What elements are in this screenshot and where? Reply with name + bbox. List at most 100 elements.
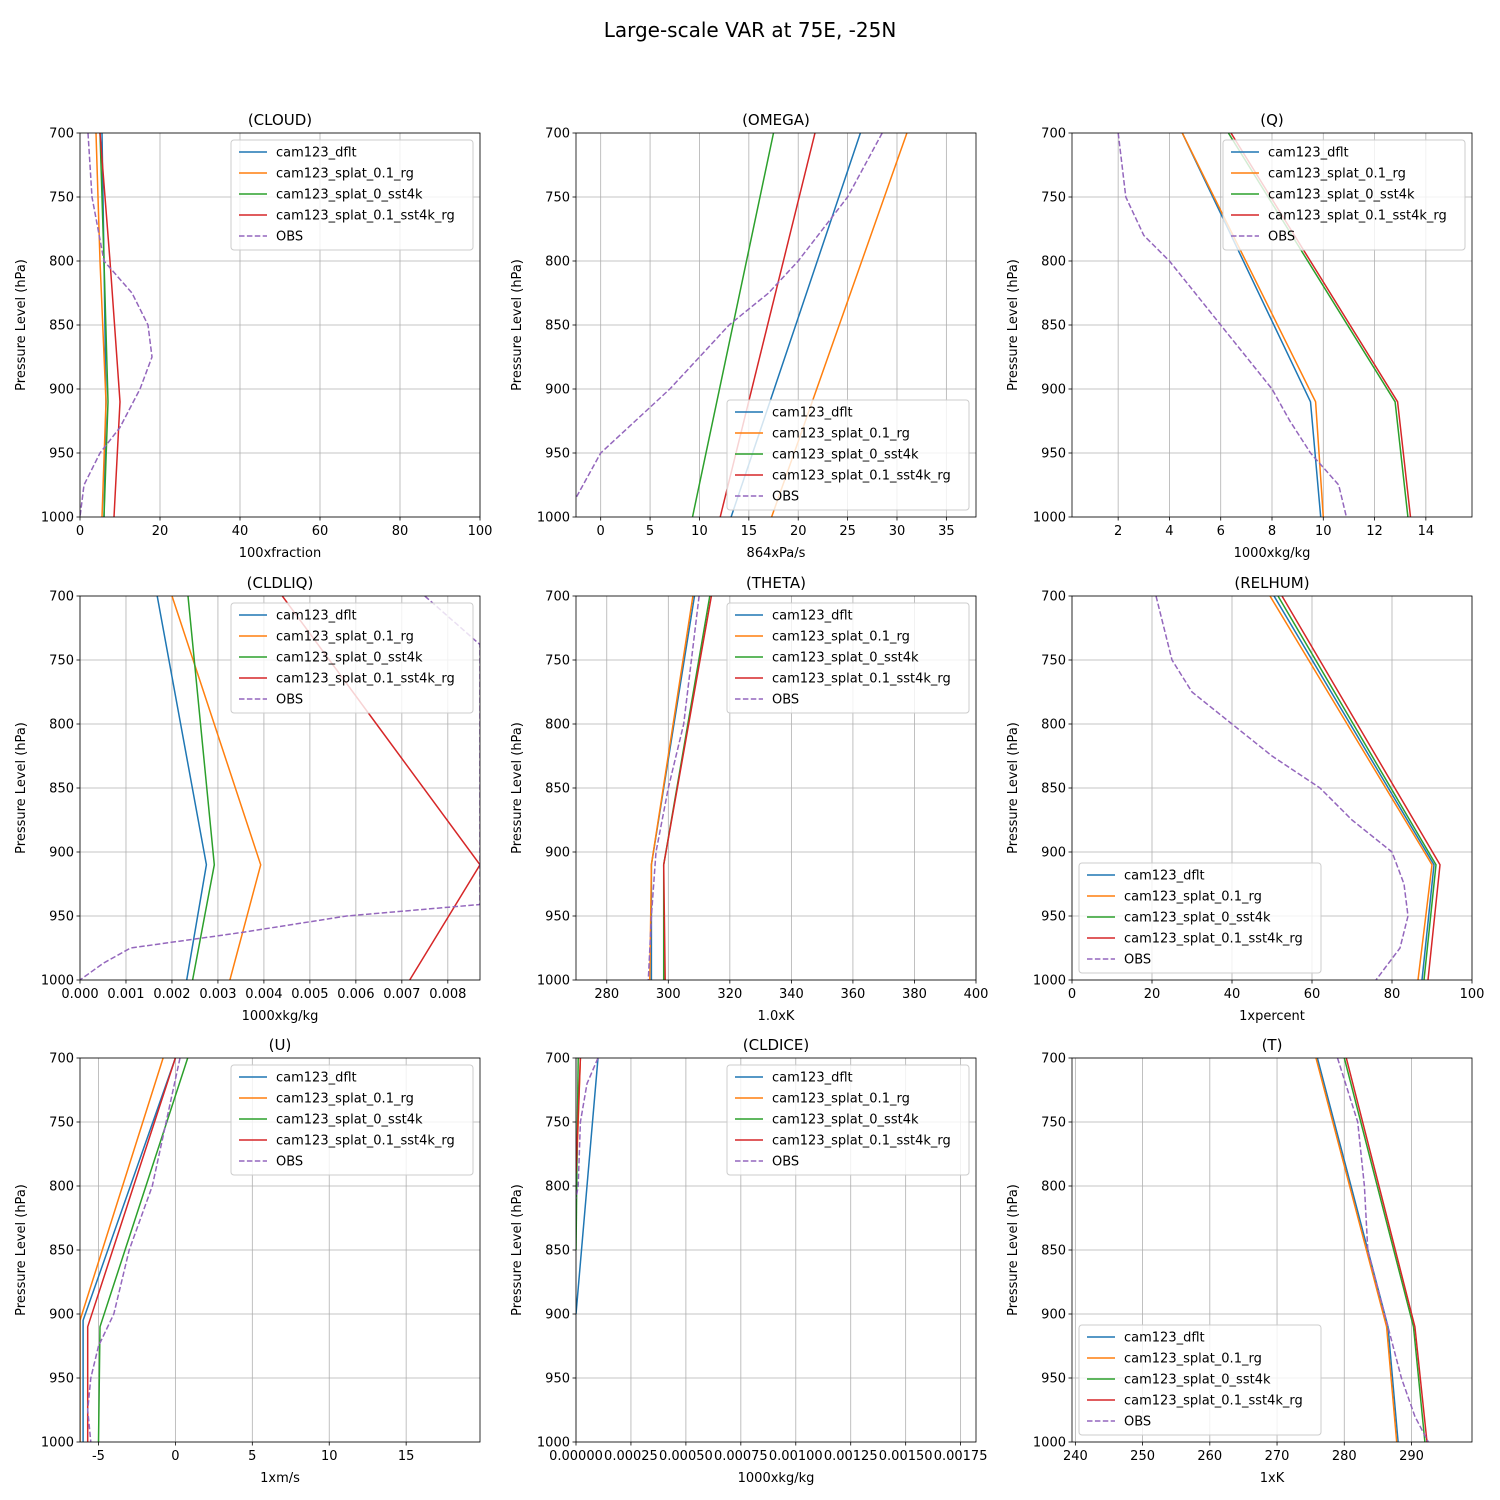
y-axis-label: Pressure Level (hPa): [14, 722, 29, 854]
series-line-OBS: [576, 133, 883, 499]
x-tick-label: 35: [938, 524, 955, 539]
y-tick-label: 950: [49, 447, 74, 462]
series-group: [1155, 596, 1441, 980]
legend: cam123_dflt cam123_splat_0.1_rg cam123_spl…: [230, 1064, 474, 1176]
legend: cam123_dflt cam123_splat_0.1_rg cam123_spl…: [1222, 139, 1466, 251]
y-tick-label: 750: [545, 191, 570, 206]
y-tick-label: 700: [49, 1052, 74, 1067]
y-tick-label: 1000: [41, 1436, 74, 1451]
x-tick-label: 0.00075: [714, 1449, 768, 1464]
y-tick-label: 950: [49, 1372, 74, 1387]
legend: cam123_dflt cam123_splat_0.1_rg cam123_spl…: [1078, 1324, 1322, 1436]
legend-label: cam123_splat_0.1_sst4k_rg: [772, 469, 951, 484]
series-group: [80, 1058, 189, 1442]
x-tick-label: 40: [1224, 987, 1241, 1002]
series-line-cam123_splat_0.1_sst4k_rg: [662, 596, 713, 980]
panel-theta: 280 300 320 340 360 380 400 700 750 800 850 900 950 1…: [510, 574, 988, 1024]
y-tick-label: 1000: [537, 1436, 570, 1451]
x-tick-label: 0.003: [199, 987, 236, 1002]
x-tick-label: 280: [594, 987, 619, 1002]
x-axis-label: 100xfraction: [239, 546, 321, 561]
legend-box: [1078, 862, 1322, 974]
legend-box: [726, 399, 970, 511]
y-tick-label: 900: [49, 846, 74, 861]
x-tick-label: 30: [889, 524, 906, 539]
x-tick-label: 0.00050: [659, 1449, 713, 1464]
y-axis-label: Pressure Level (hPa): [1006, 1184, 1021, 1316]
panel-t: 240 250 260 270 280 290 700 750 800 850 900 950 1000…: [1006, 1036, 1473, 1486]
x-tick-label: 0: [1068, 987, 1076, 1002]
series-line-cam123_splat_0_sst4k: [187, 596, 216, 980]
y-tick-label: 1000: [41, 974, 74, 989]
legend-label: cam123_dflt: [1268, 146, 1349, 161]
legend-label: OBS: [1268, 230, 1295, 245]
y-tick-label: 750: [1041, 1116, 1066, 1131]
x-tick-label: 40: [232, 524, 249, 539]
series-line-cam123_splat_0_sst4k: [691, 133, 775, 517]
x-tick-label: 380: [902, 987, 927, 1002]
y-tick-label: 750: [545, 1116, 570, 1131]
x-tick-label: 5: [646, 524, 654, 539]
y-tick-label: 700: [1041, 590, 1066, 605]
x-tick-label: 0: [76, 524, 84, 539]
x-tick-label: 80: [1384, 987, 1401, 1002]
legend-box: [230, 139, 474, 251]
y-axis-label: Pressure Level (hPa): [510, 722, 525, 854]
x-tick-label: 320: [717, 987, 742, 1002]
x-tick-label: 400: [964, 987, 989, 1002]
series-line-cam123_splat_0.1_sst4k_rg: [576, 1058, 582, 1174]
series-group: [80, 133, 153, 517]
legend-label: cam123_splat_0_sst4k: [276, 188, 423, 203]
legend-label: cam123_dflt: [276, 609, 357, 624]
legend-label: OBS: [772, 490, 799, 505]
legend-label: cam123_splat_0_sst4k: [276, 1113, 423, 1128]
y-tick-label: 950: [1041, 1372, 1066, 1387]
y-axis-label: Pressure Level (hPa): [1006, 259, 1021, 391]
legend-label: cam123_splat_0.1_rg: [276, 630, 414, 645]
legend-box: [230, 1064, 474, 1176]
legend-label: cam123_splat_0.1_rg: [1268, 167, 1406, 182]
y-tick-label: 750: [1041, 654, 1066, 669]
x-tick-label: 0.007: [383, 987, 420, 1002]
series-line-cam123_splat_0.1_rg: [1269, 596, 1433, 980]
x-tick-label: 340: [779, 987, 804, 1002]
y-tick-label: 800: [49, 1180, 74, 1195]
panel-cloud: 0 20 40 60 80 100 700 750 800 850 900 950 1000 (CLOUD…: [14, 111, 492, 561]
y-tick-label: 850: [49, 782, 74, 797]
y-tick-label: 850: [1041, 319, 1066, 334]
y-tick-label: 850: [49, 1244, 74, 1259]
panel-title: (OMEGA): [742, 111, 810, 129]
x-axis-label: 1xm/s: [260, 1471, 300, 1486]
series-group: [647, 596, 713, 980]
series-line-cam123_dflt: [576, 1058, 599, 1315]
legend-label: OBS: [1124, 1415, 1151, 1430]
x-tick-label: 2: [1114, 524, 1122, 539]
y-tick-label: 950: [545, 910, 570, 925]
x-tick-label: 12: [1366, 524, 1383, 539]
y-tick-label: 750: [545, 654, 570, 669]
legend-label: cam123_dflt: [1124, 869, 1205, 884]
panel-q: 2 4 6 8 10 12 14 700 750 800 850 900 950 1000 (Q) 1000x…: [1006, 111, 1473, 561]
y-tick-label: 700: [545, 590, 570, 605]
series-line-cam123_splat_0.1_rg: [80, 1058, 164, 1442]
series-line-OBS: [647, 596, 700, 980]
y-tick-label: 750: [1041, 191, 1066, 206]
x-tick-label: 10: [321, 1449, 338, 1464]
x-tick-label: 6: [1217, 524, 1225, 539]
series-line-cam123_dflt: [101, 133, 107, 517]
series-line-OBS: [86, 1058, 181, 1442]
series-line-cam123_splat_0_sst4k: [1343, 1058, 1426, 1442]
y-axis-label: Pressure Level (hPa): [14, 1184, 29, 1316]
x-tick-label: -5: [92, 1449, 105, 1464]
x-tick-label: 250: [1130, 1449, 1155, 1464]
legend-label: cam123_splat_0_sst4k: [772, 1113, 919, 1128]
y-tick-label: 900: [545, 846, 570, 861]
y-tick-label: 850: [1041, 1244, 1066, 1259]
y-tick-label: 900: [49, 1308, 74, 1323]
panel-title: (RELHUM): [1234, 574, 1309, 592]
legend-label: cam123_dflt: [276, 1071, 357, 1086]
y-tick-label: 850: [1041, 782, 1066, 797]
series-line-cam123_splat_0_sst4k: [97, 1058, 189, 1442]
x-tick-label: 8: [1268, 524, 1276, 539]
